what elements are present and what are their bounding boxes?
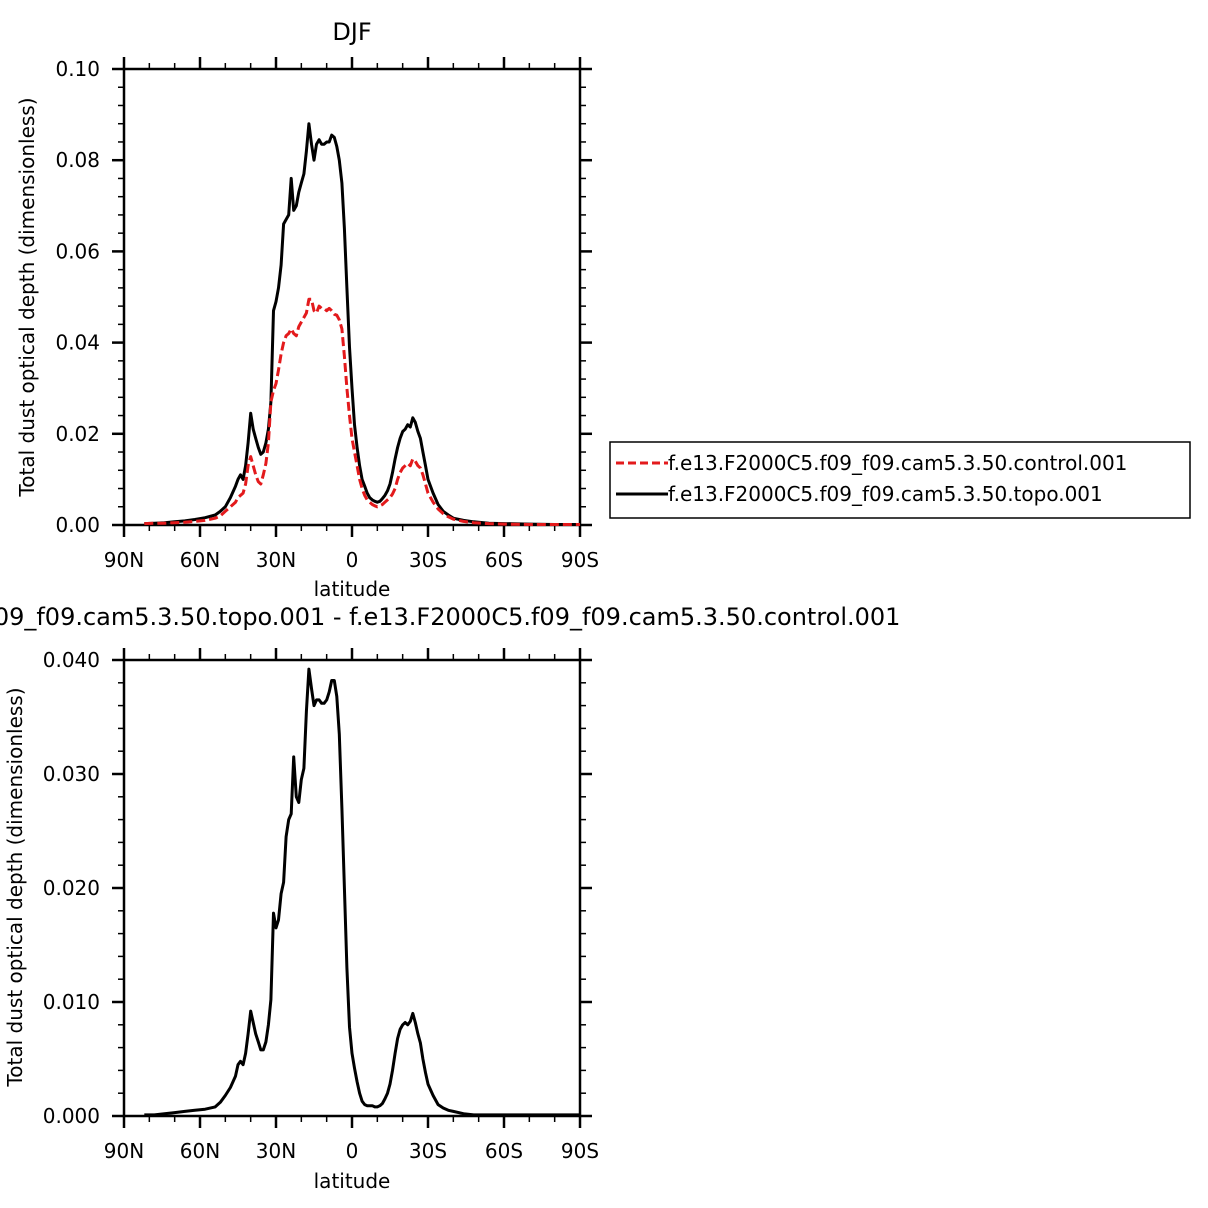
y-tick-label: 0.06 <box>55 239 100 263</box>
legend-label-topo: f.e13.F2000C5.f09_f09.cam5.3.50.topo.001 <box>668 482 1103 506</box>
x-tick-label: 60S <box>485 548 523 572</box>
y-tick-label: 0.10 <box>55 57 100 81</box>
x-tick-label: 90N <box>104 548 144 572</box>
x-tick-label: 90S <box>561 1139 599 1163</box>
top-y-axis-label: Total dust optical depth (dimensionless) <box>15 97 39 497</box>
x-tick-label: 0 <box>346 548 359 572</box>
plot-frame <box>122 67 582 527</box>
legend-label-control: f.e13.F2000C5.f09_f09.cam5.3.50.control.… <box>668 451 1127 475</box>
y-tick-label: 0.030 <box>43 762 100 786</box>
x-tick-label: 30N <box>256 1139 296 1163</box>
top-plot-area: 90N 60N 30N 0 30S 60S 90S 0.00 0.02 0.04 0.06 0.08 0… <box>55 57 599 572</box>
y-tick-label: 0.020 <box>43 876 100 900</box>
x-tick-label: 0 <box>346 1139 359 1163</box>
x-tick-label: 30S <box>409 1139 447 1163</box>
y-tick-label: 0.010 <box>43 990 100 1014</box>
x-tick-label: 30N <box>256 548 296 572</box>
x-tick-label: 90N <box>104 1139 144 1163</box>
bottom-chart-title: f.e13.F2000C5.f09_f09.cam5.3.50.topo.001… <box>0 603 900 631</box>
y-tick-label: 0.02 <box>55 422 100 446</box>
bottom-y-axis-label: Total dust optical depth (dimensionless) <box>3 687 27 1087</box>
top-chart-title: DJF <box>332 18 371 46</box>
y-tick-label: 0.04 <box>55 331 100 355</box>
bottom-plot-area: 90N 60N 30N 0 30S 60S 90S 0.000 0.010 0.020 0.030 0… <box>43 648 599 1163</box>
x-tick-label: 30S <box>409 548 447 572</box>
bottom-panel: f.e13.F2000C5.f09_f09.cam5.3.50.topo.001… <box>0 603 900 1193</box>
x-tick-label: 60N <box>180 548 220 572</box>
y-tick-label: 0.000 <box>43 1104 100 1128</box>
y-tick-label: 0.08 <box>55 148 100 172</box>
top-x-axis-label: latitude <box>314 577 391 601</box>
x-tick-label: 60N <box>180 1139 220 1163</box>
x-tick-label: 60S <box>485 1139 523 1163</box>
series-line-1 <box>144 122 580 526</box>
legend: f.e13.F2000C5.f09_f09.cam5.3.50.control.… <box>609 441 1191 519</box>
bottom-x-axis-label: latitude <box>314 1169 391 1193</box>
y-tick-label: 0.040 <box>43 648 100 672</box>
series-line-0 <box>144 297 580 526</box>
x-tick-label: 90S <box>561 548 599 572</box>
top-panel: DJF 90N 60N 30N 0 30S 60S 90S 0.00 0.02 0.04 0.06 0… <box>15 18 599 601</box>
y-tick-label: 0.00 <box>55 513 100 537</box>
series-line-0 <box>144 667 580 1117</box>
legend-box <box>609 441 1191 519</box>
